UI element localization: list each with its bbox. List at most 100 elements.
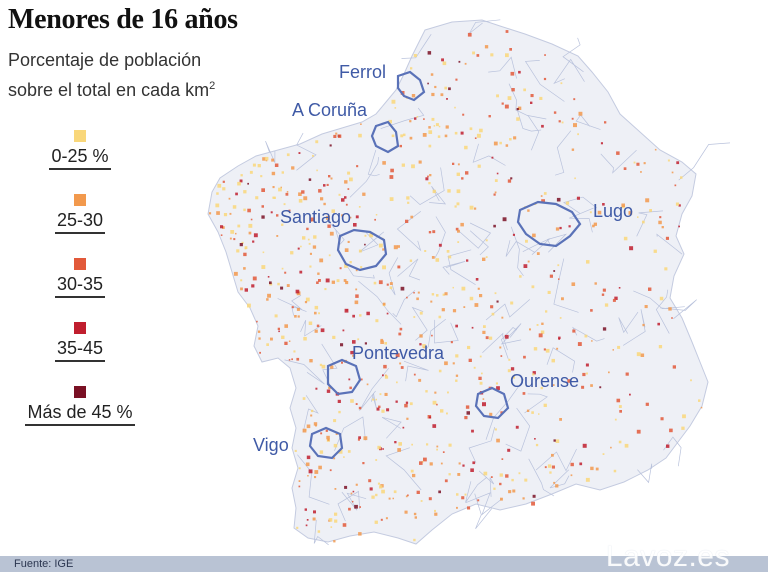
population-dot — [321, 364, 326, 369]
population-dot — [425, 390, 428, 393]
population-dot — [440, 93, 444, 97]
municipal-border — [478, 470, 495, 497]
population-dot — [319, 450, 324, 454]
population-dot — [239, 179, 243, 183]
population-dot — [364, 234, 367, 237]
municipal-border — [524, 60, 565, 102]
population-dot — [243, 190, 247, 194]
municipal-border — [562, 37, 584, 73]
population-dot — [484, 45, 489, 49]
population-dot — [478, 376, 482, 380]
population-dot — [222, 226, 225, 229]
population-dot — [404, 510, 408, 514]
municipal-border — [485, 299, 531, 321]
population-dot — [522, 497, 525, 500]
population-dot — [409, 136, 413, 140]
population-dot — [284, 324, 288, 328]
population-dot — [490, 476, 493, 478]
population-dot — [257, 164, 261, 168]
population-dot — [504, 104, 509, 109]
population-dot — [388, 119, 392, 124]
population-dot — [271, 171, 276, 176]
population-dot — [382, 161, 386, 165]
population-dot — [623, 167, 627, 170]
population-dot — [432, 230, 436, 234]
population-dot — [573, 98, 576, 101]
population-dot — [500, 497, 503, 501]
population-dot — [276, 235, 279, 237]
population-dot — [476, 54, 480, 57]
population-dot — [600, 142, 603, 145]
population-dot — [400, 134, 404, 138]
footer-bar — [0, 556, 768, 572]
population-dot — [621, 203, 625, 208]
population-dot — [280, 186, 282, 189]
population-dot — [585, 477, 590, 482]
population-dot — [464, 493, 467, 496]
population-dot — [551, 358, 555, 363]
municipal-border — [524, 393, 548, 414]
population-dot — [669, 428, 673, 433]
population-dot — [644, 305, 648, 309]
population-dot — [333, 443, 338, 448]
population-dot — [315, 424, 317, 427]
population-dot — [355, 215, 359, 219]
municipal-border — [367, 149, 380, 177]
population-dots — [208, 30, 703, 543]
population-dot — [491, 312, 495, 316]
population-dot — [438, 243, 442, 247]
population-dot — [222, 187, 226, 191]
population-dot — [633, 161, 636, 164]
population-dot — [676, 161, 680, 165]
population-dot — [462, 113, 465, 116]
population-dot — [414, 516, 417, 519]
population-dot — [649, 209, 652, 212]
population-dot — [344, 196, 347, 199]
population-dot — [382, 302, 386, 306]
population-dot — [405, 219, 409, 223]
population-dot — [340, 343, 344, 347]
population-dot — [468, 358, 472, 362]
population-dot — [323, 184, 326, 187]
population-dot — [457, 229, 460, 233]
population-dot — [698, 399, 701, 402]
population-dot — [412, 473, 416, 478]
population-dot — [533, 347, 538, 351]
municipal-border — [296, 132, 317, 171]
population-dot — [325, 278, 330, 283]
population-dot — [547, 290, 551, 294]
population-dot — [445, 125, 449, 129]
population-dot — [299, 270, 303, 274]
population-dot — [512, 375, 515, 379]
population-dot — [659, 296, 664, 301]
population-dot — [432, 400, 437, 405]
municipal-border — [442, 261, 466, 275]
municipal-border — [325, 217, 345, 245]
population-dot — [592, 224, 595, 228]
population-dot — [359, 506, 361, 508]
population-dot — [511, 88, 515, 92]
population-dot — [428, 144, 432, 148]
population-dot — [428, 182, 431, 185]
municipal-border — [553, 58, 585, 85]
population-dot — [355, 403, 358, 405]
population-dot — [281, 335, 285, 339]
city-outline-lugo — [516, 200, 582, 248]
population-dot — [217, 183, 222, 188]
population-dot — [312, 245, 317, 249]
municipal-border — [347, 266, 375, 279]
population-dot — [645, 198, 650, 203]
population-dot — [585, 372, 588, 375]
population-dot — [375, 459, 378, 461]
population-dot — [309, 265, 312, 268]
population-dot — [339, 267, 342, 270]
population-dot — [358, 249, 362, 253]
population-dot — [283, 203, 286, 206]
population-dot — [474, 137, 477, 139]
legend-label-more-45: Más de 45 % — [25, 402, 135, 426]
legend-label-35-45: 35-45 — [54, 338, 106, 362]
population-dot — [467, 506, 471, 510]
population-dot — [266, 343, 269, 346]
legend-item-more-45: Más de 45 % — [0, 386, 160, 426]
population-dot — [418, 378, 422, 382]
